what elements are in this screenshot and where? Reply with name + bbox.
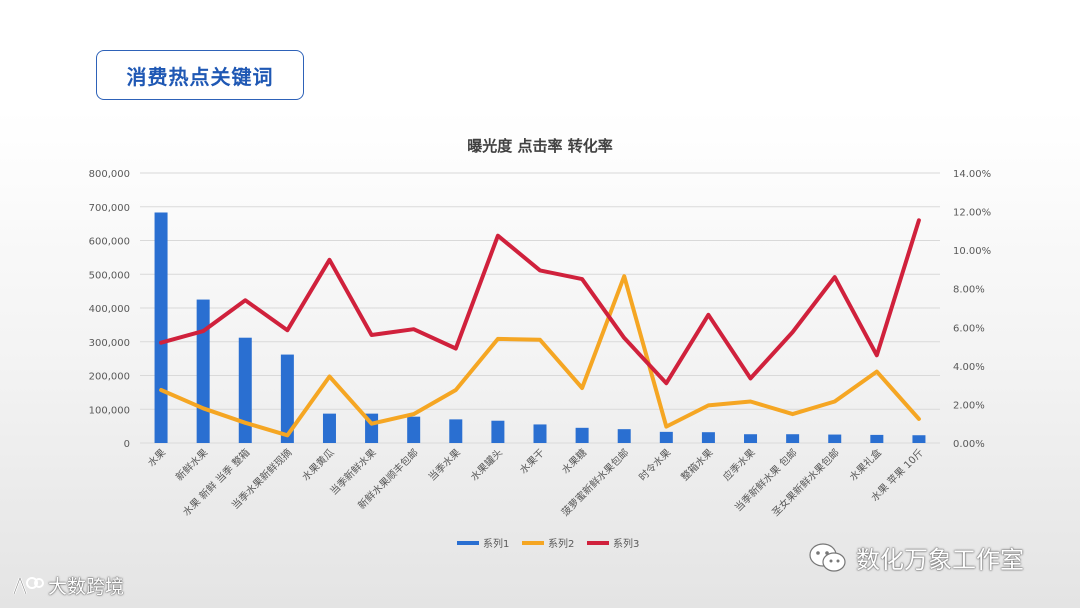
y-tick-left: 200,000 (89, 372, 130, 383)
y-tick-left: 400,000 (89, 304, 130, 315)
series-line-2 (159, 274, 921, 438)
x-tick-label: 水果罐头 (468, 446, 505, 483)
x-tick-label: 水果糖 (559, 446, 589, 476)
y-tick-right: 14.00% (953, 169, 991, 180)
bar (828, 434, 842, 443)
brand-logo-icon (12, 576, 44, 594)
y-tick-right: 2.00% (953, 400, 985, 411)
bar (617, 429, 631, 443)
legend-label: 系列1 (483, 537, 509, 550)
x-tick-label: 菠萝蜜新鲜水果包邮 (558, 446, 631, 519)
y-tick-left: 800,000 (89, 169, 130, 180)
y-tick-right: 10.00% (953, 246, 991, 257)
bar (659, 431, 673, 443)
watermark-right: 数化万象工作室 (808, 540, 1024, 575)
y-tick-left: 500,000 (89, 270, 130, 281)
watermark-right-text: 数化万象工作室 (856, 546, 1024, 574)
bar (786, 434, 800, 443)
y-tick-left: 600,000 (89, 237, 130, 248)
x-tick-label: 圣女果新鲜水果包邮 (769, 446, 842, 519)
x-tick-label: 应季水果 (720, 446, 757, 483)
x-tick-label: 水果礼盒 (846, 446, 883, 483)
bar (701, 432, 715, 443)
bar (322, 413, 336, 443)
series-line-3 (159, 218, 921, 386)
wechat-icon (809, 542, 846, 572)
y-tick-right: 4.00% (953, 362, 985, 373)
x-tick-label: 水果 (146, 447, 169, 470)
y-tick-right: 0.00% (953, 439, 985, 450)
legend-label: 系列3 (613, 537, 639, 550)
y-tick-right: 12.00% (953, 208, 991, 219)
legend-label: 系列2 (548, 537, 574, 550)
bar (280, 354, 294, 443)
bar (449, 419, 463, 443)
y-tick-right: 6.00% (953, 323, 985, 334)
x-tick-label: 整箱水果 (678, 446, 715, 483)
x-tick-label: 当季水果 (425, 446, 462, 483)
bar (196, 299, 210, 443)
y-tick-left: 100,000 (89, 405, 130, 416)
bar (533, 424, 547, 443)
x-tick-label: 水果黄瓜 (299, 446, 336, 483)
bar (407, 416, 421, 443)
page-title: 消费热点关键词 (126, 64, 274, 89)
y-tick-left: 0 (124, 439, 130, 450)
watermark-left: 大数跨境 (10, 572, 124, 599)
y-tick-left: 700,000 (89, 203, 130, 214)
y-tick-right: 8.00% (953, 285, 985, 296)
title-box: 消费热点关键词 (96, 50, 304, 100)
x-tick-label: 新鲜水果 (173, 446, 210, 483)
watermark-left-text: 大数跨境 (48, 576, 125, 598)
bar (238, 337, 252, 443)
chart-title: 曝光度 点击率 转化率 (467, 137, 612, 155)
bar (154, 212, 168, 443)
bar (870, 434, 884, 443)
bar (575, 427, 589, 443)
x-tick-label: 时令水果 (636, 446, 673, 483)
bar (491, 420, 505, 443)
x-tick-label: 水果干 (517, 447, 547, 477)
bar (912, 435, 926, 443)
bar (744, 434, 758, 443)
y-tick-left: 300,000 (89, 338, 130, 349)
